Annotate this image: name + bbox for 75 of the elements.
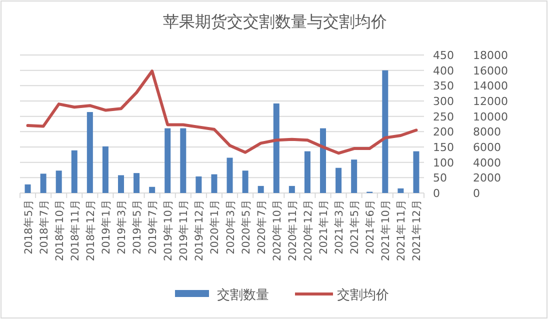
bar xyxy=(118,175,124,193)
bar xyxy=(398,188,404,193)
bar xyxy=(273,103,280,193)
x-tick-label: 2021年5月 xyxy=(349,199,362,254)
bar xyxy=(320,128,326,193)
y-tick-label: 50 xyxy=(433,172,447,185)
x-tick-label: 2019年10月 xyxy=(162,199,175,262)
y-tick-label: 400 xyxy=(433,64,454,78)
x-tick-label: 2018年12月 xyxy=(84,199,97,262)
y-tick-label: 150 xyxy=(433,141,454,154)
y2-tick-label: 12000 xyxy=(473,95,508,108)
x-tick-label: 2020年5月 xyxy=(240,199,252,254)
bar xyxy=(351,160,358,193)
bar xyxy=(382,70,388,193)
x-tick-label: 2019年5月 xyxy=(132,199,144,254)
y-tick-label: 450 xyxy=(433,49,454,62)
y-tick-label: 0 xyxy=(433,187,440,200)
bar xyxy=(71,150,78,193)
bar xyxy=(413,151,420,193)
x-tick-label: 2020年11月 xyxy=(286,199,299,262)
y-tick-label: 250 xyxy=(433,110,454,124)
x-tick-label: 2021年3月 xyxy=(334,199,346,254)
x-tick-label: 2018年11月 xyxy=(69,199,82,262)
x-tick-label: 2021年12月 xyxy=(411,199,424,262)
y2-tick-label: 14000 xyxy=(473,80,508,93)
bar xyxy=(24,184,31,193)
y2-tick-label: 16000 xyxy=(473,64,508,78)
line-series xyxy=(26,70,418,155)
x-tick-label: 2018年5月 xyxy=(22,199,35,254)
x-tick-label: 2021年1月 xyxy=(318,199,330,254)
x-tick-label: 2020年7月 xyxy=(256,199,268,254)
x-tick-label: 2020年12月 xyxy=(302,199,314,262)
bar xyxy=(242,170,248,193)
bar xyxy=(196,176,202,193)
bar xyxy=(149,186,156,193)
bar xyxy=(86,112,93,193)
x-tick-label: 2019年3月 xyxy=(116,199,128,254)
x-tick-label: 2019年12月 xyxy=(194,199,206,262)
bar xyxy=(134,173,140,193)
x-tick-label: 2020年3月 xyxy=(224,199,237,254)
bar xyxy=(164,128,171,193)
y-tick-label: 200 xyxy=(433,126,454,139)
bar xyxy=(258,186,264,193)
x-tick-label: 2021年6月 xyxy=(364,199,377,254)
bar xyxy=(102,146,108,193)
bar xyxy=(336,168,342,193)
y2-tick-label: 10000 xyxy=(473,110,508,124)
y-tick-label: 100 xyxy=(433,156,454,170)
bar xyxy=(211,174,218,193)
y2-tick-label: 18000 xyxy=(473,49,508,62)
chart-title: 苹果期货交交割数量与交割均价 xyxy=(163,12,387,31)
y-tick-label: 300 xyxy=(433,95,454,108)
x-tick-label: 2018年10月 xyxy=(54,199,66,262)
x-tick-label: 2019年7月 xyxy=(147,199,160,254)
legend-label: 交割均价 xyxy=(337,287,389,303)
x-tick-label: 2018年7月 xyxy=(38,199,50,254)
x-tick-label: 2019年11月 xyxy=(178,199,190,262)
y2-tick-label: 2000 xyxy=(473,172,501,185)
bar xyxy=(56,170,62,193)
bar xyxy=(288,186,295,193)
bar xyxy=(180,128,186,193)
x-tick-label: 2020年1月 xyxy=(209,199,222,254)
x-tick-label: 2021年10月 xyxy=(380,199,392,262)
x-tick-label: 2021年11月 xyxy=(396,199,408,262)
bar xyxy=(40,174,46,193)
legend-label: 交割数量 xyxy=(217,287,269,303)
y2-tick-label: 0 xyxy=(473,187,480,200)
y2-tick-label: 8000 xyxy=(473,126,501,139)
x-tick-label: 2020年10月 xyxy=(271,199,284,262)
y-tick-label: 350 xyxy=(433,80,454,93)
bar xyxy=(226,158,233,193)
bar xyxy=(304,151,310,193)
y2-tick-label: 4000 xyxy=(473,156,501,170)
x-tick-label: 2019年1月 xyxy=(100,199,112,254)
y2-tick-label: 6000 xyxy=(473,141,501,154)
